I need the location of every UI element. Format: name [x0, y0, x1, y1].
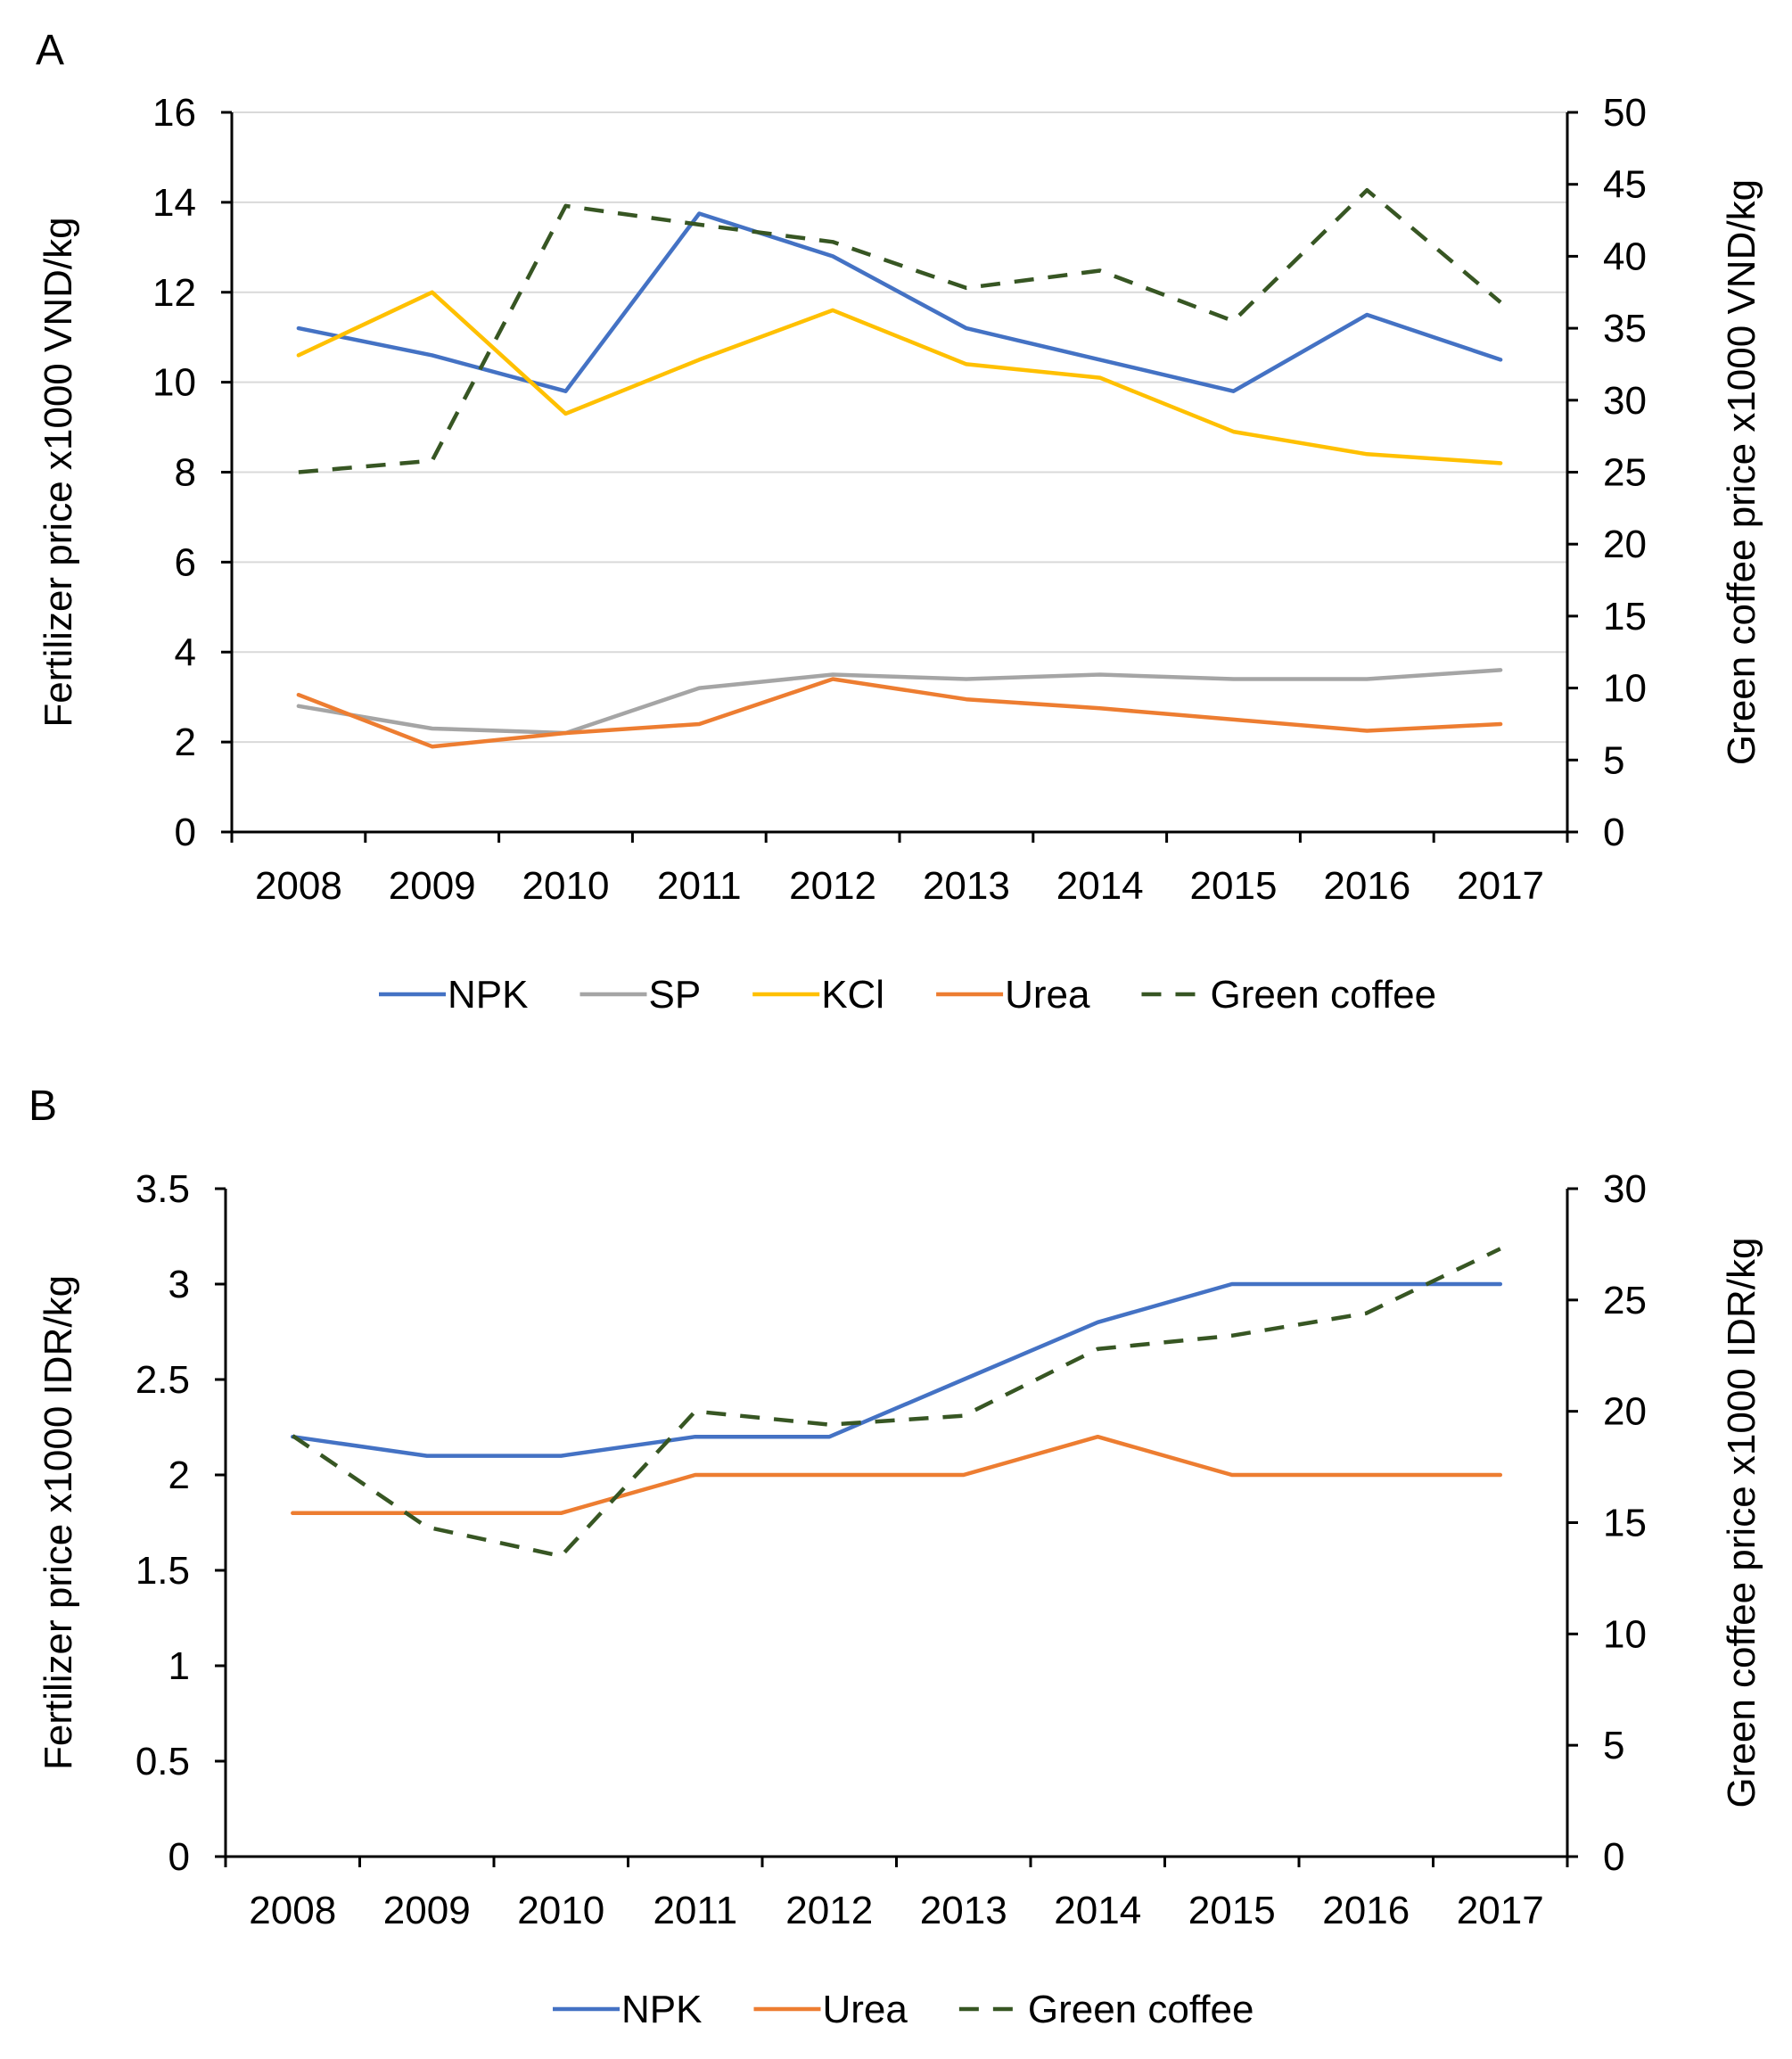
x-tick-label: 2014 [1054, 1889, 1141, 1932]
left-tick-label: 3 [169, 1263, 190, 1306]
left-tick-label: 2 [175, 721, 196, 764]
x-tick-label: 2009 [389, 864, 476, 908]
left-axis-title: Fertilizer price x1000 VND/kg [37, 217, 80, 727]
left-tick-label: 1.5 [136, 1549, 190, 1593]
left-tick-label: 0 [169, 1835, 190, 1879]
right-tick-label: 5 [1603, 1724, 1624, 1767]
x-tick-label: 2014 [1056, 864, 1144, 908]
right-tick-label: 15 [1603, 595, 1647, 638]
legend-label-kcl: KCl [821, 973, 884, 1017]
chart-panel-b: B 0 0.5 1 1.5 2 2.5 3 3.5 0 5 10 15 20 25 30 2008 2009 201… [29, 1083, 1763, 2031]
right-tick-label: 35 [1603, 307, 1647, 350]
left-tick-label: 6 [175, 540, 196, 584]
right-tick-label: 20 [1603, 523, 1647, 566]
x-tick-label: 2015 [1190, 864, 1278, 908]
left-tick-label: 14 [152, 181, 196, 225]
right-tick-label: 40 [1603, 235, 1647, 278]
legend-label-green-coffee: Green coffee [1210, 973, 1436, 1017]
x-tick-label: 2015 [1188, 1889, 1276, 1932]
panel-label: A [36, 27, 64, 74]
left-tick-label: 0.5 [136, 1740, 190, 1783]
right-axis-title: Green coffee price x1000 IDR/kg [1720, 1238, 1763, 1808]
x-tick-label: 2016 [1322, 1889, 1410, 1932]
chart-panel-a: A 0 2 4 6 8 10 12 14 16 0 5 10 15 20 25 30 35 40 45 50 2008 20… [36, 27, 1763, 1017]
right-tick-label: 30 [1603, 1167, 1647, 1211]
x-tick-label: 2008 [255, 864, 342, 908]
left-tick-label: 4 [175, 630, 196, 674]
right-tick-label: 0 [1603, 811, 1624, 854]
legend-label-sp: SP [648, 973, 701, 1017]
legend-label-urea: Urea [822, 1988, 908, 2031]
left-axis-title: Fertilizer price x1000 IDR/kg [37, 1275, 80, 1770]
series-line-green-coffee [298, 187, 1502, 474]
series-line-green-coffee [292, 1247, 1501, 1559]
right-tick-label: 25 [1603, 1279, 1647, 1322]
x-tick-label: 2013 [923, 864, 1010, 908]
x-tick-label: 2011 [657, 864, 742, 908]
right-axis-title: Green coffee price x1000 VND/kg [1720, 179, 1763, 765]
x-tick-label: 2017 [1457, 1889, 1544, 1932]
left-tick-label: 2.5 [136, 1358, 190, 1402]
series-line-npk [291, 1281, 1503, 1458]
x-tick-label: 2012 [789, 864, 876, 908]
x-tick-label: 2008 [249, 1889, 336, 1932]
x-tick-label: 2010 [517, 1889, 604, 1932]
legend-label-npk: NPK [621, 1988, 702, 2031]
series-line-sp [296, 668, 1503, 736]
left-tick-label: 0 [175, 811, 196, 854]
series-line-urea [296, 677, 1503, 749]
right-tick-label: 25 [1603, 451, 1647, 495]
left-tick-label: 8 [175, 451, 196, 495]
series-line-npk [296, 211, 1503, 393]
left-tick-label: 1 [169, 1644, 190, 1688]
x-tick-label: 2012 [785, 1889, 873, 1932]
series-line-kcl [296, 290, 1503, 465]
left-tick-label: 3.5 [136, 1167, 190, 1211]
panel-label: B [29, 1083, 57, 1130]
x-tick-label: 2016 [1323, 864, 1410, 908]
right-tick-label: 50 [1603, 91, 1647, 135]
right-tick-label: 30 [1603, 379, 1647, 423]
left-tick-label: 16 [152, 91, 196, 135]
series-line-urea [291, 1434, 1503, 1516]
left-tick-label: 12 [152, 271, 196, 315]
x-tick-label: 2010 [522, 864, 610, 908]
x-tick-label: 2009 [383, 1889, 471, 1932]
right-tick-label: 10 [1603, 1612, 1647, 1656]
legend-label-npk: NPK [448, 973, 528, 1017]
left-tick-label: 10 [152, 361, 196, 405]
right-tick-label: 20 [1603, 1390, 1647, 1434]
left-tick-label: 2 [169, 1454, 190, 1497]
x-tick-label: 2017 [1457, 864, 1544, 908]
right-tick-label: 0 [1603, 1835, 1624, 1879]
right-tick-label: 10 [1603, 667, 1647, 711]
legend-label-urea: Urea [1005, 973, 1090, 1017]
x-tick-label: 2011 [653, 1889, 737, 1932]
right-tick-label: 45 [1603, 163, 1647, 207]
legend-label-green-coffee: Green coffee [1028, 1988, 1254, 2031]
right-tick-label: 15 [1603, 1502, 1647, 1545]
x-tick-label: 2013 [920, 1889, 1007, 1932]
right-tick-label: 5 [1603, 738, 1624, 782]
